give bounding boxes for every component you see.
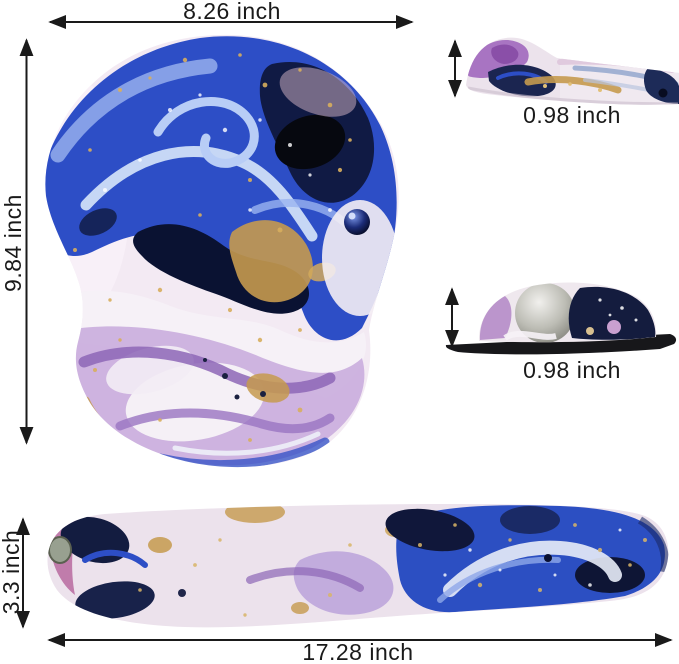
wrist-rest-length-label: 17.28 inch <box>302 639 414 664</box>
pad-bead-dot <box>344 209 370 235</box>
keyboard-wrist-rest-top-view <box>47 504 669 628</box>
wrist-rest-depth-label: 3.3 inch <box>0 529 24 615</box>
mousepad-height-label: 9.84 inch <box>0 194 26 292</box>
mousepad-width-label: 8.26 inch <box>183 0 281 24</box>
mousepad-front-view <box>445 282 677 355</box>
mousepad-top-view <box>45 34 399 468</box>
mousepad-side-thickness-label: 0.98 inch <box>523 102 621 128</box>
mousepad-front-thickness-label: 0.98 inch <box>523 357 621 383</box>
mousepad-side-view <box>466 37 679 105</box>
